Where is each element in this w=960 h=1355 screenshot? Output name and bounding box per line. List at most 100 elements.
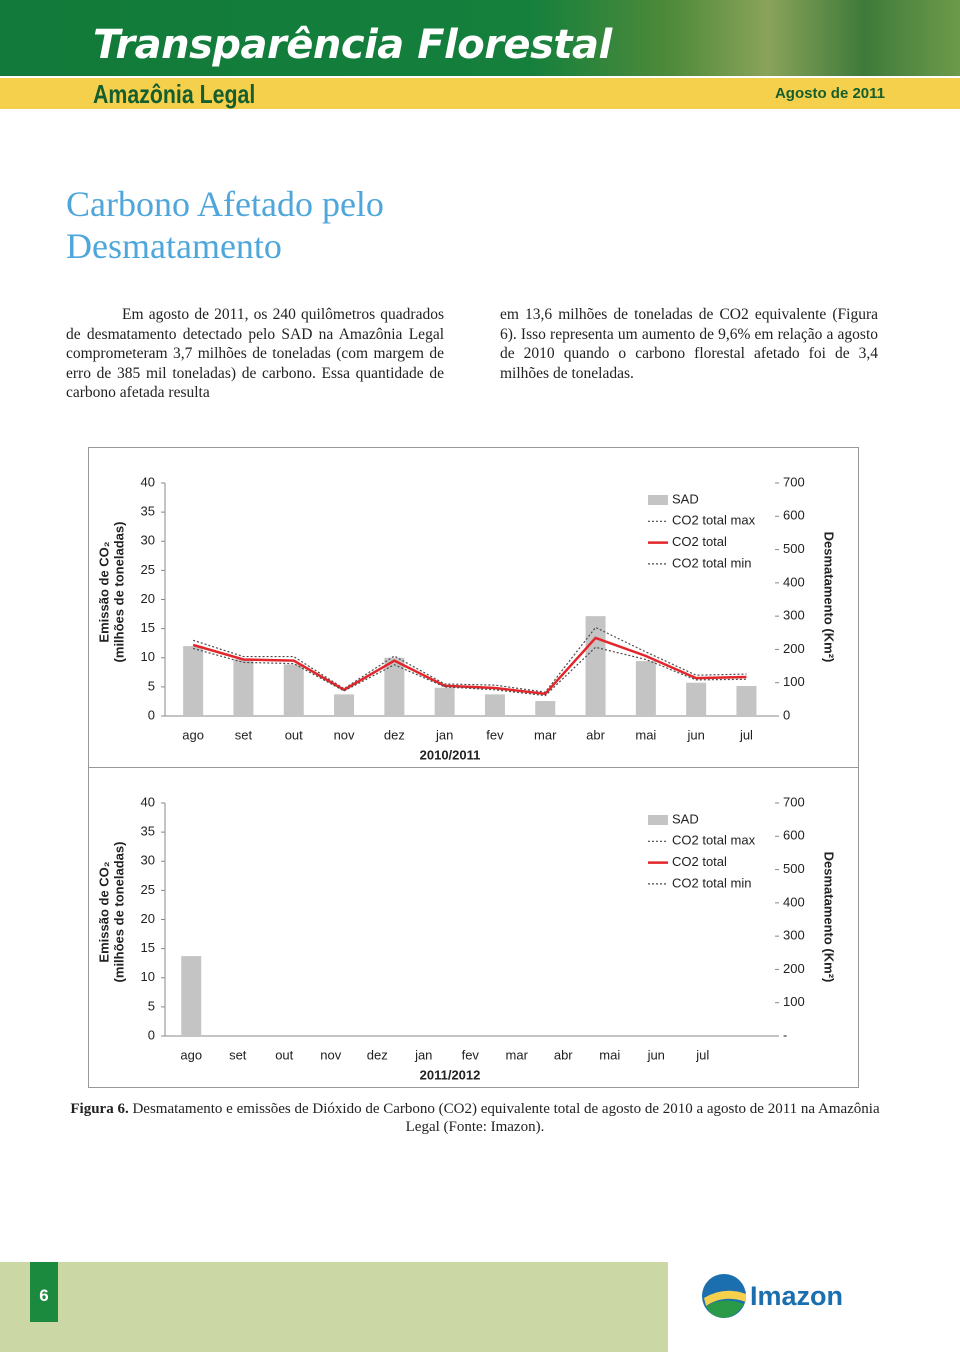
y-axis-label: (milhões de toneladas)	[111, 522, 126, 663]
y2-tick-label: 600	[783, 508, 805, 523]
y2-tick-label: 500	[783, 861, 805, 876]
legend-label: CO2 total	[672, 534, 727, 549]
caption: Figura 6. Desmatamento e emissões de Dió…	[70, 1100, 880, 1136]
y2-tick-label: -	[783, 1027, 787, 1042]
bar	[585, 616, 606, 716]
y2-tick-label: 400	[783, 574, 805, 589]
y2-tick-label: 200	[783, 641, 805, 656]
y-axis-label: (milhões de toneladas)	[111, 842, 126, 983]
line	[192, 636, 747, 696]
y-tick-label: 40	[141, 794, 155, 809]
y-tick-label: 40	[141, 474, 155, 489]
legend-swatch	[648, 815, 668, 825]
x-tick-label: dez	[384, 727, 405, 742]
x-tick-label: set	[229, 1047, 247, 1062]
line	[192, 646, 747, 697]
legend-label: SAD	[672, 811, 699, 826]
bar	[181, 956, 202, 1036]
page-number: 6	[30, 1262, 58, 1322]
legend-label: SAD	[672, 491, 699, 506]
y2-tick-label: 100	[783, 674, 805, 689]
logo-icon	[704, 1290, 746, 1306]
bar	[183, 646, 204, 716]
x-tick-label: jan	[435, 727, 453, 742]
body-text: em 13,6 milhões de toneladas de CO2 equi…	[500, 306, 878, 382]
y2-tick-label: 300	[783, 608, 805, 623]
y-tick-label: 5	[148, 998, 155, 1013]
y2-tick-label: 500	[783, 541, 805, 556]
section-title: Carbono Afetado pelo Desmatamento	[66, 184, 384, 266]
header-date: Agosto de 2011	[774, 85, 885, 102]
line	[192, 626, 747, 693]
legend-label: CO2 total	[672, 854, 727, 869]
x-tick-label: jun	[647, 1047, 665, 1062]
bar	[484, 694, 505, 716]
legend-label: CO2 total min	[672, 875, 751, 890]
bar	[635, 661, 656, 716]
header-title: Transparência Florestal	[93, 22, 612, 68]
footer-band	[0, 1262, 668, 1352]
x-tick-label: fev	[486, 727, 504, 742]
y-tick-label: 0	[148, 707, 155, 722]
y-tick-label: 5	[148, 678, 155, 693]
x-tick-label: abr	[586, 727, 605, 742]
x-tick-label: jan	[414, 1047, 432, 1062]
y2-tick-label: 0	[783, 707, 790, 722]
x-tick-label: fev	[462, 1047, 480, 1062]
header-band	[0, 0, 960, 76]
y-tick-label: 25	[141, 882, 155, 897]
body-text: Em agosto de 2011, os 240 quilômetros qu…	[66, 306, 444, 401]
logo-icon	[706, 1300, 744, 1318]
y2-tick-label: 200	[783, 961, 805, 976]
x-tick-label: mai	[599, 1047, 620, 1062]
bar	[686, 682, 707, 716]
caption-label: Figura 6.	[70, 1101, 129, 1117]
x-tick-label: out	[285, 727, 303, 742]
y-tick-label: 0	[148, 1027, 155, 1042]
legend-label: CO2 total max	[672, 833, 756, 848]
y2-tick-label: 400	[783, 894, 805, 909]
x-axis-label: 2011/2012	[420, 1067, 481, 1082]
x-tick-label: ago	[180, 1047, 202, 1062]
x-tick-label: dez	[367, 1047, 388, 1062]
x-tick-label: out	[275, 1047, 293, 1062]
y-axis-label: Emissão de CO₂	[96, 861, 111, 962]
y-tick-label: 10	[141, 649, 155, 664]
y2-tick-label: 700	[783, 794, 805, 809]
header-subband	[0, 78, 960, 109]
legend-swatch	[648, 495, 668, 505]
x-tick-label: mar	[534, 727, 557, 742]
x-tick-label: mar	[506, 1047, 529, 1062]
logo: Imazon	[702, 1274, 843, 1318]
x-tick-label: abr	[554, 1047, 573, 1062]
x-tick-label: nov	[334, 727, 355, 742]
x-tick-label: mai	[635, 727, 656, 742]
y2-tick-label: 100	[783, 994, 805, 1009]
y2-tick-label: 700	[783, 474, 805, 489]
bar	[535, 701, 556, 716]
x-tick-label: jun	[686, 727, 704, 742]
y-tick-label: 15	[141, 940, 155, 955]
y-tick-label: 30	[141, 533, 155, 548]
bar	[334, 694, 355, 716]
y-tick-label: 10	[141, 969, 155, 984]
x-tick-label: set	[235, 727, 253, 742]
header-subtitle: Amazônia Legal	[93, 79, 256, 109]
x-tick-label: ago	[182, 727, 204, 742]
chart: 05101520253035400100200300400500600700ag…	[88, 447, 859, 768]
bar	[434, 687, 455, 716]
y2-axis-label: Desmatamento (Km²)	[822, 852, 837, 983]
chart-frame	[88, 447, 859, 768]
y2-axis-label: Desmatamento (Km²)	[822, 532, 837, 663]
y2-tick-label: 600	[783, 828, 805, 843]
y-tick-label: 35	[141, 504, 155, 519]
y-tick-label: 35	[141, 824, 155, 839]
caption-text: Desmatamento e emissões de Dióxido de Ca…	[132, 1101, 880, 1135]
x-tick-label: nov	[320, 1047, 341, 1062]
legend-label: CO2 total max	[672, 513, 756, 528]
y-tick-label: 20	[141, 591, 155, 606]
logo-text: Imazon	[750, 1281, 843, 1311]
y-tick-label: 30	[141, 853, 155, 868]
x-tick-label: jul	[739, 727, 753, 742]
